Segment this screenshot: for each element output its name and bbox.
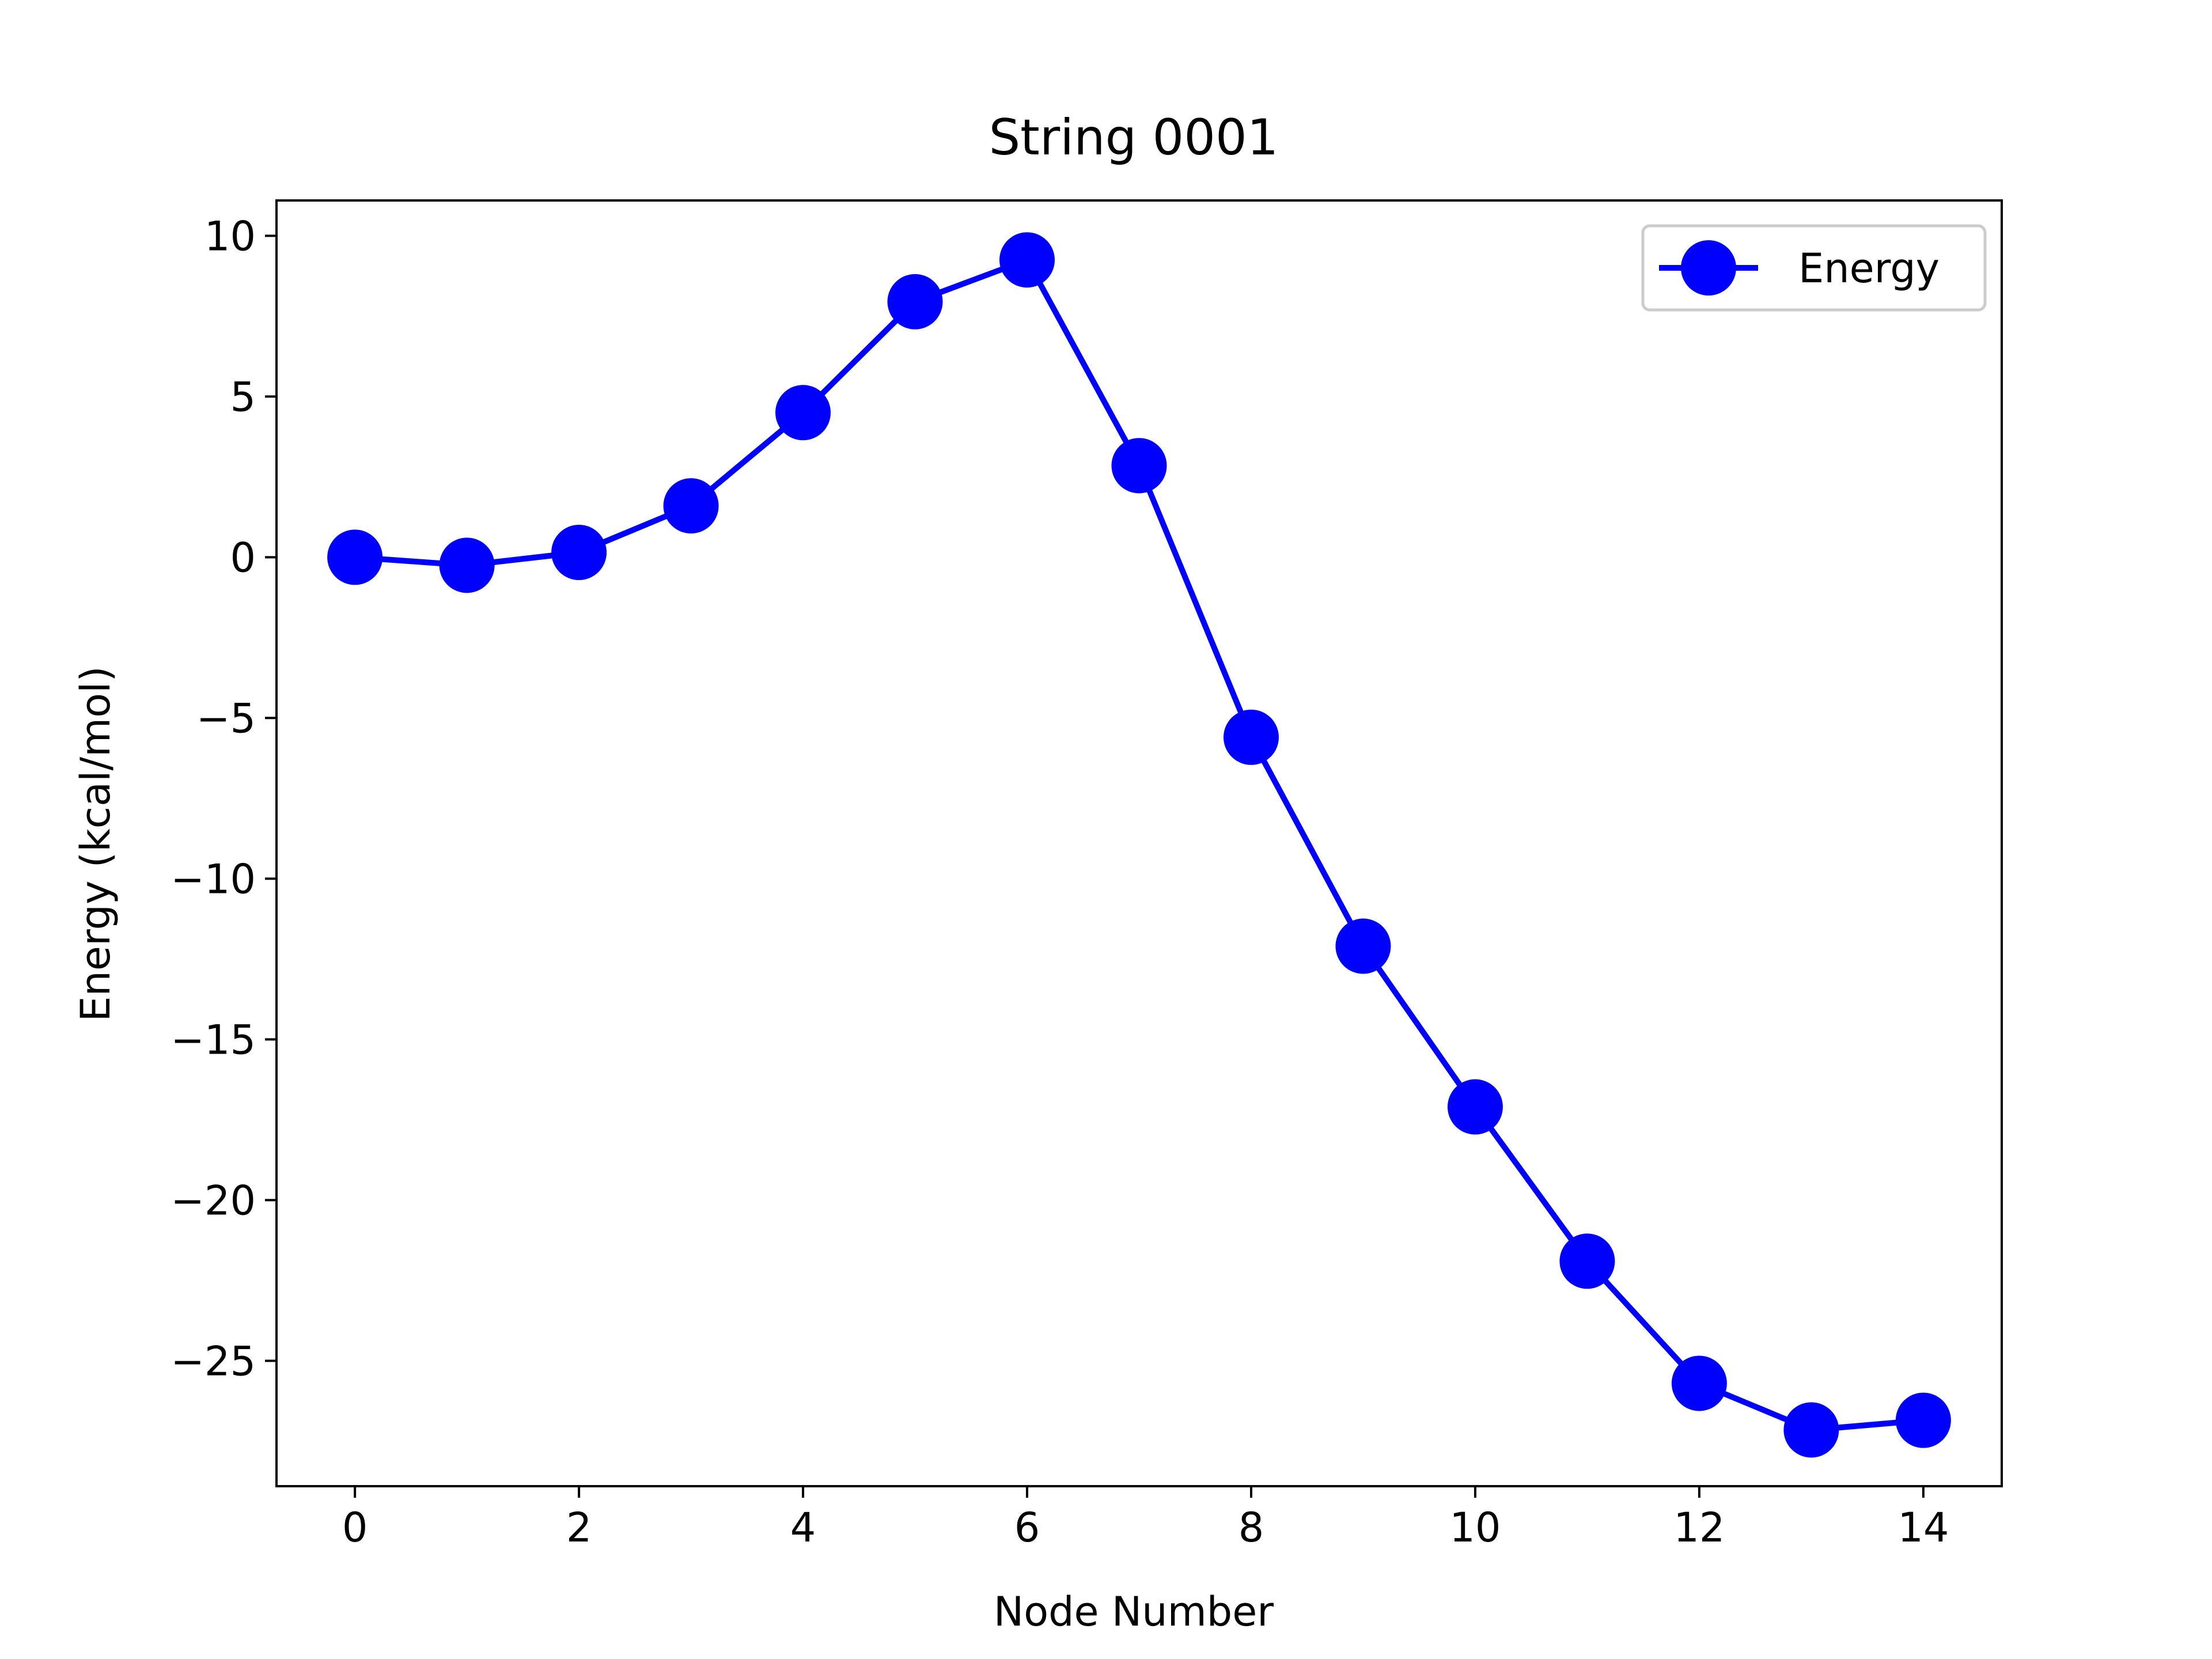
y-tick-label: −5: [196, 695, 256, 742]
y-axis-label: Energy (kcal/mol): [72, 666, 119, 1021]
data-point-6: [999, 232, 1055, 288]
data-point-3: [663, 478, 719, 534]
x-axis-label: Node Number: [994, 1588, 1274, 1635]
data-point-5: [887, 274, 943, 329]
legend-box: [1641, 224, 1987, 312]
x-tick-label: 14: [1897, 1504, 1949, 1551]
data-point-0: [327, 529, 383, 585]
x-tick-label: 4: [790, 1504, 816, 1551]
x-tick-label: 0: [342, 1504, 368, 1551]
y-tick-label: 10: [204, 213, 256, 260]
data-point-8: [1223, 709, 1279, 765]
data-point-13: [1783, 1402, 1839, 1458]
data-point-2: [551, 525, 607, 581]
chart-title: String 0001: [989, 109, 1279, 166]
data-point-1: [439, 537, 495, 593]
data-point-10: [1447, 1079, 1503, 1135]
x-tick-label: 6: [1014, 1504, 1040, 1551]
y-tick-label: 0: [230, 534, 256, 581]
data-point-4: [775, 385, 831, 441]
y-tick-label: 5: [230, 373, 256, 421]
x-tick-label: 12: [1673, 1504, 1725, 1551]
legend-marker-energy: [1681, 240, 1736, 296]
data-point-9: [1335, 918, 1391, 974]
data-point-7: [1111, 438, 1167, 494]
x-tick-label: 10: [1449, 1504, 1501, 1551]
data-point-12: [1671, 1355, 1727, 1411]
y-tick-label: −20: [171, 1177, 256, 1224]
y-tick-label: −25: [171, 1338, 256, 1385]
legend-label-energy: Energy: [1798, 245, 1940, 292]
x-tick-label: 8: [1238, 1504, 1264, 1551]
y-tick-label: −15: [171, 1016, 256, 1063]
plot-layer: 0 2 4 6 8 10 12 14 10 5 0 −5 −10 −15 −20 −25 Energy: [171, 199, 2003, 1551]
y-tick-label: −10: [171, 855, 256, 903]
data-point-14: [1895, 1392, 1951, 1448]
data-point-11: [1559, 1233, 1615, 1289]
x-tick-label: 2: [566, 1504, 592, 1551]
plot-frame: [275, 199, 2003, 1487]
